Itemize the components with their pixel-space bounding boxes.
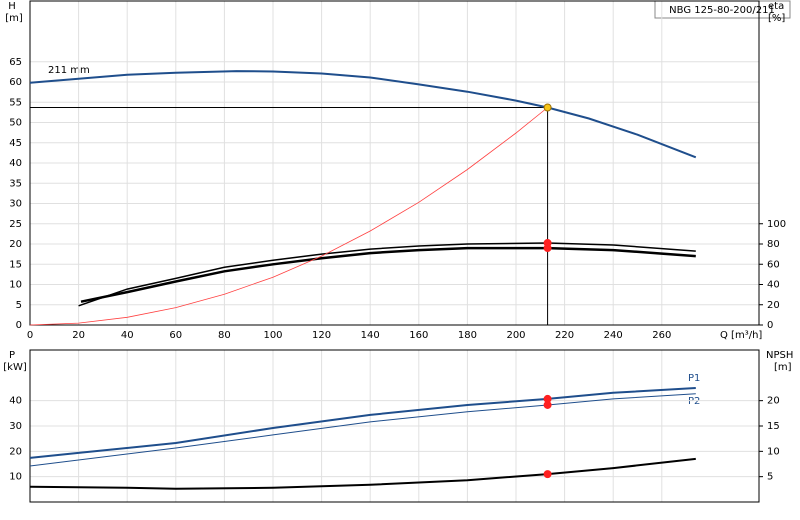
- x-tick-label: 60: [169, 330, 182, 341]
- operating-point: [543, 103, 552, 112]
- chart-title: NBG 125-80-200/211: [669, 5, 775, 16]
- y2-tick-label: 20: [767, 300, 780, 311]
- y2-tick-label: 20: [767, 396, 780, 407]
- y2-unit: [m]: [774, 362, 792, 373]
- operating-point: [543, 400, 552, 409]
- y-tick-label: 5: [16, 300, 22, 311]
- y2-tick-label: 40: [767, 280, 780, 291]
- y-tick-label: 10: [9, 280, 22, 291]
- curve-label: P2: [688, 396, 700, 407]
- curve: [29, 457, 696, 490]
- x-tick-label: 220: [555, 330, 574, 341]
- y-label: P: [9, 350, 15, 361]
- curve: [29, 107, 548, 326]
- plot-frame: [29, 0, 760, 326]
- y2-tick-label: 0: [767, 320, 773, 331]
- operating-point: [543, 244, 552, 253]
- x-tick-label: 80: [218, 330, 231, 341]
- y-tick-label: 30: [9, 199, 22, 210]
- y-tick-label: 0: [16, 320, 22, 331]
- curve: [29, 70, 697, 159]
- x-tick-label: 0: [27, 330, 33, 341]
- y2-tick-label: 80: [767, 239, 780, 250]
- x-tick-label: 260: [652, 330, 671, 341]
- y2-label: eta: [768, 1, 784, 12]
- x-tick-label: 200: [506, 330, 525, 341]
- y-tick-label: 10: [9, 472, 22, 483]
- y2-label: NPSH: [766, 350, 793, 361]
- curve-label: 211 mm: [48, 65, 90, 76]
- curve: [29, 387, 696, 459]
- x-tick-label: 120: [312, 330, 331, 341]
- curve: [80, 246, 696, 303]
- y-tick-label: 40: [9, 396, 22, 407]
- y-tick-label: 55: [9, 97, 22, 108]
- y-tick-label: 20: [9, 239, 22, 250]
- x-tick-label: 100: [263, 330, 282, 341]
- y-unit: [m]: [5, 13, 23, 24]
- y-tick-label: 15: [9, 259, 22, 270]
- curve-label: P1: [688, 373, 700, 384]
- y-tick-label: 35: [9, 178, 22, 189]
- x-tick-label: 180: [458, 330, 477, 341]
- x-tick-label: 20: [72, 330, 85, 341]
- y-tick-label: 20: [9, 446, 22, 457]
- y-tick-label: 60: [9, 77, 22, 88]
- y2-tick-label: 60: [767, 259, 780, 270]
- operating-point: [543, 470, 552, 479]
- x-label: Q [m³/h]: [720, 330, 762, 341]
- y-tick-label: 40: [9, 158, 22, 169]
- y-tick-label: 45: [9, 138, 22, 149]
- x-tick-label: 160: [409, 330, 428, 341]
- y-tick-label: 50: [9, 118, 22, 129]
- y-tick-label: 30: [9, 421, 22, 432]
- curve: [78, 242, 696, 307]
- plot-frame: [29, 349, 760, 503]
- x-tick-label: 240: [604, 330, 623, 341]
- y2-tick-label: 100: [767, 219, 786, 230]
- x-tick-label: 140: [361, 330, 380, 341]
- y2-tick-label: 15: [767, 421, 780, 432]
- y-tick-label: 25: [9, 219, 22, 230]
- y2-tick-label: 5: [767, 472, 773, 483]
- x-tick-label: 40: [121, 330, 134, 341]
- curve: [29, 393, 696, 467]
- y-unit: [kW]: [3, 362, 27, 373]
- y-label: H: [8, 1, 16, 12]
- y-tick-label: 65: [9, 57, 22, 68]
- y2-tick-label: 10: [767, 446, 780, 457]
- y2-unit: [%]: [768, 13, 785, 24]
